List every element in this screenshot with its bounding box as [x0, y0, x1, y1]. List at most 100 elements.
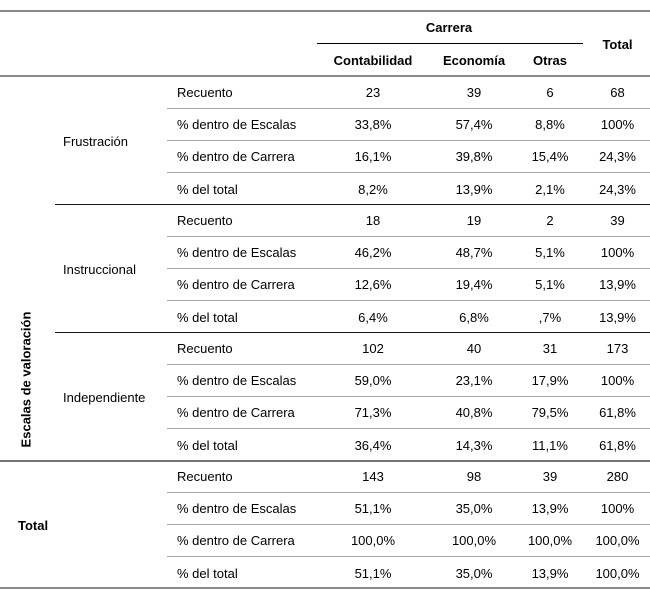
- value-cell: 8,2%: [358, 181, 388, 197]
- value-cell: 39: [433, 77, 515, 109]
- value-cell: 6,4%: [358, 309, 388, 325]
- row-label: % del total: [177, 437, 238, 453]
- value-cell: 5,1%: [515, 269, 585, 301]
- value-cell: 16,1%: [313, 141, 433, 173]
- value-cell: 280: [585, 461, 650, 493]
- value-cell: 51,1%: [354, 565, 392, 581]
- value-cell: 51,1%: [313, 493, 433, 525]
- value-cell: 79,5%: [515, 397, 585, 429]
- value-cell: 13,9%: [455, 181, 493, 197]
- value-cell: 33,8%: [313, 109, 433, 141]
- value-cell: 24,3%: [599, 181, 636, 197]
- value-cell: 100,0%: [595, 565, 640, 581]
- value-cell: 15,4%: [515, 141, 585, 173]
- table-bottom-border: [0, 587, 650, 589]
- value-cell: 39: [515, 461, 585, 493]
- row-label: % del total: [177, 309, 238, 325]
- value-cell: 100%: [585, 237, 650, 269]
- value-cell: 100,0%: [433, 525, 515, 557]
- value-cell: 6: [515, 77, 585, 109]
- value-cell: 98: [433, 461, 515, 493]
- value-cell: 18: [313, 205, 433, 237]
- group-label-independiente: Independiente: [63, 389, 146, 405]
- value-cell: 40: [433, 333, 515, 365]
- value-cell: 11,1%: [532, 437, 568, 453]
- value-cell: 100,0%: [585, 525, 650, 557]
- row-label: Recuento: [167, 77, 313, 109]
- row-label: Recuento: [167, 205, 313, 237]
- value-cell: 39,8%: [433, 141, 515, 173]
- row-label: % del total: [177, 565, 238, 581]
- value-cell: 6,8%: [459, 309, 489, 325]
- section-instruccional: Instruccional Recuento 18 19 2 39 % dent…: [0, 205, 650, 333]
- value-cell: 71,3%: [313, 397, 433, 429]
- value-cell: 68: [585, 77, 650, 109]
- value-cell: 100,0%: [313, 525, 433, 557]
- value-cell: 40,8%: [433, 397, 515, 429]
- value-cell: 5,1%: [515, 237, 585, 269]
- value-cell: 23,1%: [433, 365, 515, 397]
- row-label: % dentro de Carrera: [167, 525, 313, 557]
- value-cell: 48,7%: [433, 237, 515, 269]
- column-header-total: Total: [602, 36, 633, 52]
- value-cell: 100,0%: [515, 525, 585, 557]
- value-cell: ,7%: [538, 309, 562, 325]
- row-label: Recuento: [167, 333, 313, 365]
- value-cell: 14,3%: [455, 437, 493, 453]
- value-cell: 36,4%: [354, 437, 392, 453]
- value-cell: 17,9%: [515, 365, 585, 397]
- value-cell: 61,8%: [585, 397, 650, 429]
- row-label: Recuento: [167, 461, 313, 493]
- row-label: % dentro de Escalas: [167, 237, 313, 269]
- row-label: % dentro de Carrera: [167, 397, 313, 429]
- table-top-border: [0, 10, 650, 12]
- section-frustracion: Frustración Recuento 23 39 6 68 % dentro…: [0, 77, 650, 205]
- value-cell: 61,8%: [599, 437, 636, 453]
- column-header-contabilidad: Contabilidad: [333, 52, 413, 68]
- value-cell: 35,0%: [455, 565, 493, 581]
- row-label: % dentro de Escalas: [167, 493, 313, 525]
- section-independiente: Independiente Recuento 102 40 31 173 % d…: [0, 333, 650, 461]
- row-label: % dentro de Carrera: [167, 141, 313, 173]
- row-label: % dentro de Escalas: [167, 109, 313, 141]
- value-cell: 59,0%: [313, 365, 433, 397]
- group-label-instruccional: Instruccional: [63, 261, 136, 277]
- value-cell: 100%: [585, 365, 650, 397]
- header-divider: [0, 75, 650, 77]
- carrera-underline: [317, 43, 583, 44]
- value-cell: 35,0%: [433, 493, 515, 525]
- value-cell: 2,1%: [535, 181, 565, 197]
- value-cell: 12,6%: [313, 269, 433, 301]
- value-cell: 46,2%: [313, 237, 433, 269]
- value-cell: 39: [585, 205, 650, 237]
- section-divider: [0, 460, 650, 462]
- group-label-total: Total: [18, 517, 49, 533]
- row-label: % dentro de Carrera: [167, 269, 313, 301]
- value-cell: 13,9%: [515, 493, 585, 525]
- value-cell: 19,4%: [433, 269, 515, 301]
- value-cell: 102: [313, 333, 433, 365]
- value-cell: 2: [515, 205, 585, 237]
- value-cell: 143: [313, 461, 433, 493]
- column-group-header-carrera: Carrera: [425, 19, 473, 35]
- group-divider: [55, 332, 650, 333]
- value-cell: 31: [515, 333, 585, 365]
- value-cell: 100%: [585, 109, 650, 141]
- group-divider: [55, 204, 650, 205]
- section-total: Total Recuento 143 98 39 280 % dentro de…: [0, 461, 650, 589]
- value-cell: 13,9%: [585, 269, 650, 301]
- value-cell: 13,9%: [599, 309, 636, 325]
- column-header-otras: Otras: [533, 52, 567, 68]
- value-cell: 24,3%: [585, 141, 650, 173]
- value-cell: 57,4%: [433, 109, 515, 141]
- group-label-frustracion: Frustración: [63, 133, 129, 149]
- value-cell: 13,9%: [531, 565, 569, 581]
- row-label: % dentro de Escalas: [167, 365, 313, 397]
- value-cell: 8,8%: [515, 109, 585, 141]
- value-cell: 173: [585, 333, 650, 365]
- value-cell: 23: [313, 77, 433, 109]
- column-header-economia: Economía: [442, 52, 506, 68]
- value-cell: 19: [433, 205, 515, 237]
- row-label: % del total: [177, 181, 238, 197]
